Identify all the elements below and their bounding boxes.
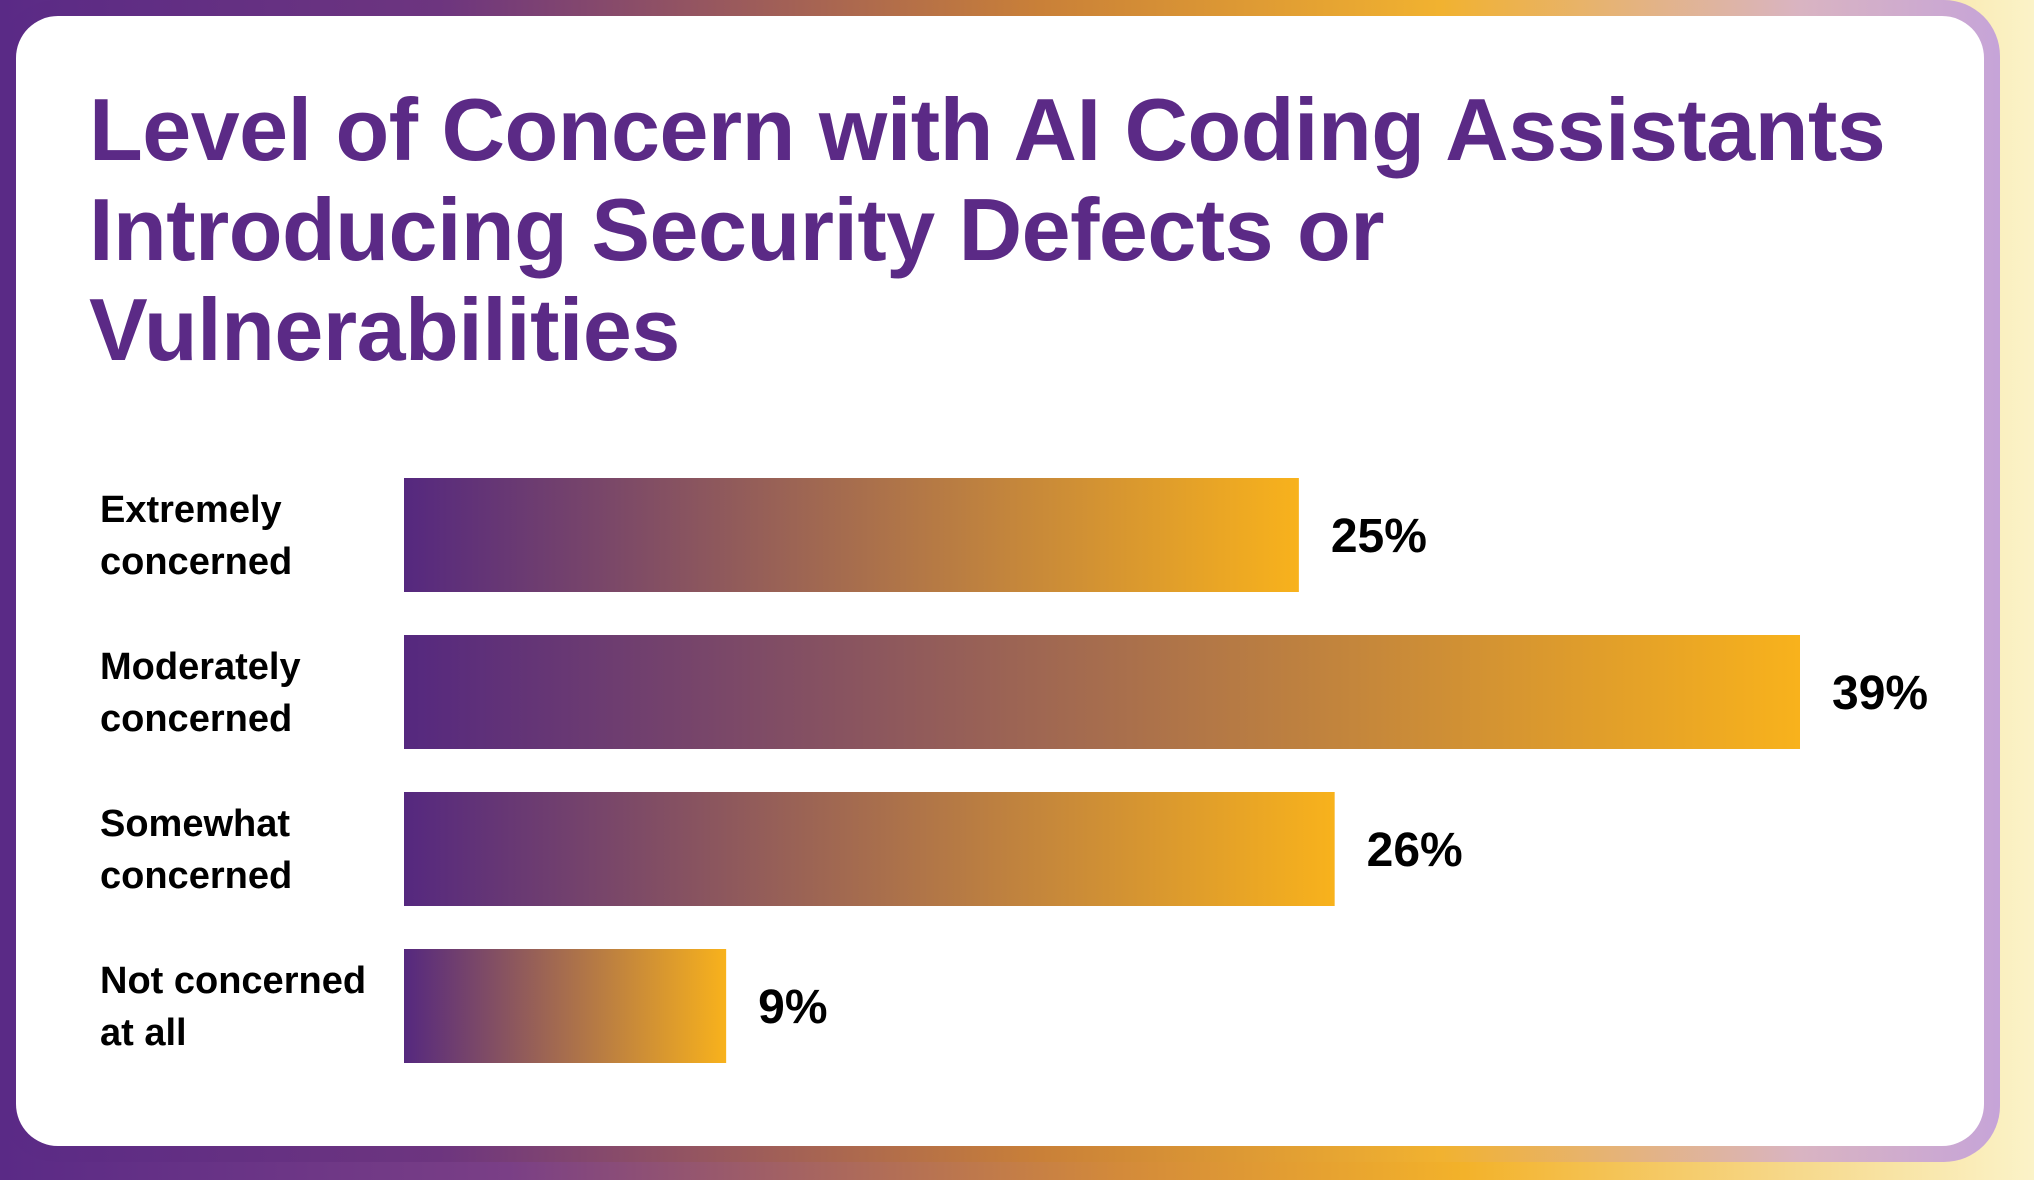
category-label: Moderately concerned (100, 646, 301, 740)
value-label: 9% (758, 981, 827, 1034)
category-label-line: Extremely (100, 489, 282, 531)
category-label-line: Not concerned (100, 960, 366, 1002)
category-label: Extremely concerned (100, 489, 292, 583)
category-label-line: Moderately (100, 646, 301, 688)
category-label-line: Somewhat (100, 803, 290, 845)
bar-chart: Extremely concerned 25% Moderately concerned… (100, 478, 1928, 1063)
bar (404, 635, 1800, 749)
category-label: Not concerned at all (100, 960, 366, 1054)
category-label-line: concerned (100, 855, 292, 897)
bar (404, 949, 727, 1063)
bar (404, 478, 1299, 592)
category-label-line: concerned (100, 541, 292, 583)
chart-card-border: Level of Concern with AI Coding Assistan… (0, 0, 2000, 1162)
chart-title: Level of Concern with AI Coding Assistan… (89, 80, 1886, 379)
bar (404, 792, 1335, 906)
value-label: 26% (1367, 824, 1463, 877)
category-label-line: at all (100, 1012, 187, 1054)
category-label: Somewhat concerned (100, 803, 292, 897)
value-label: 39% (1832, 667, 1928, 720)
category-label-line: concerned (100, 698, 292, 740)
value-label: 25% (1331, 510, 1427, 563)
chart-card: Level of Concern with AI Coding Assistan… (16, 16, 1984, 1146)
